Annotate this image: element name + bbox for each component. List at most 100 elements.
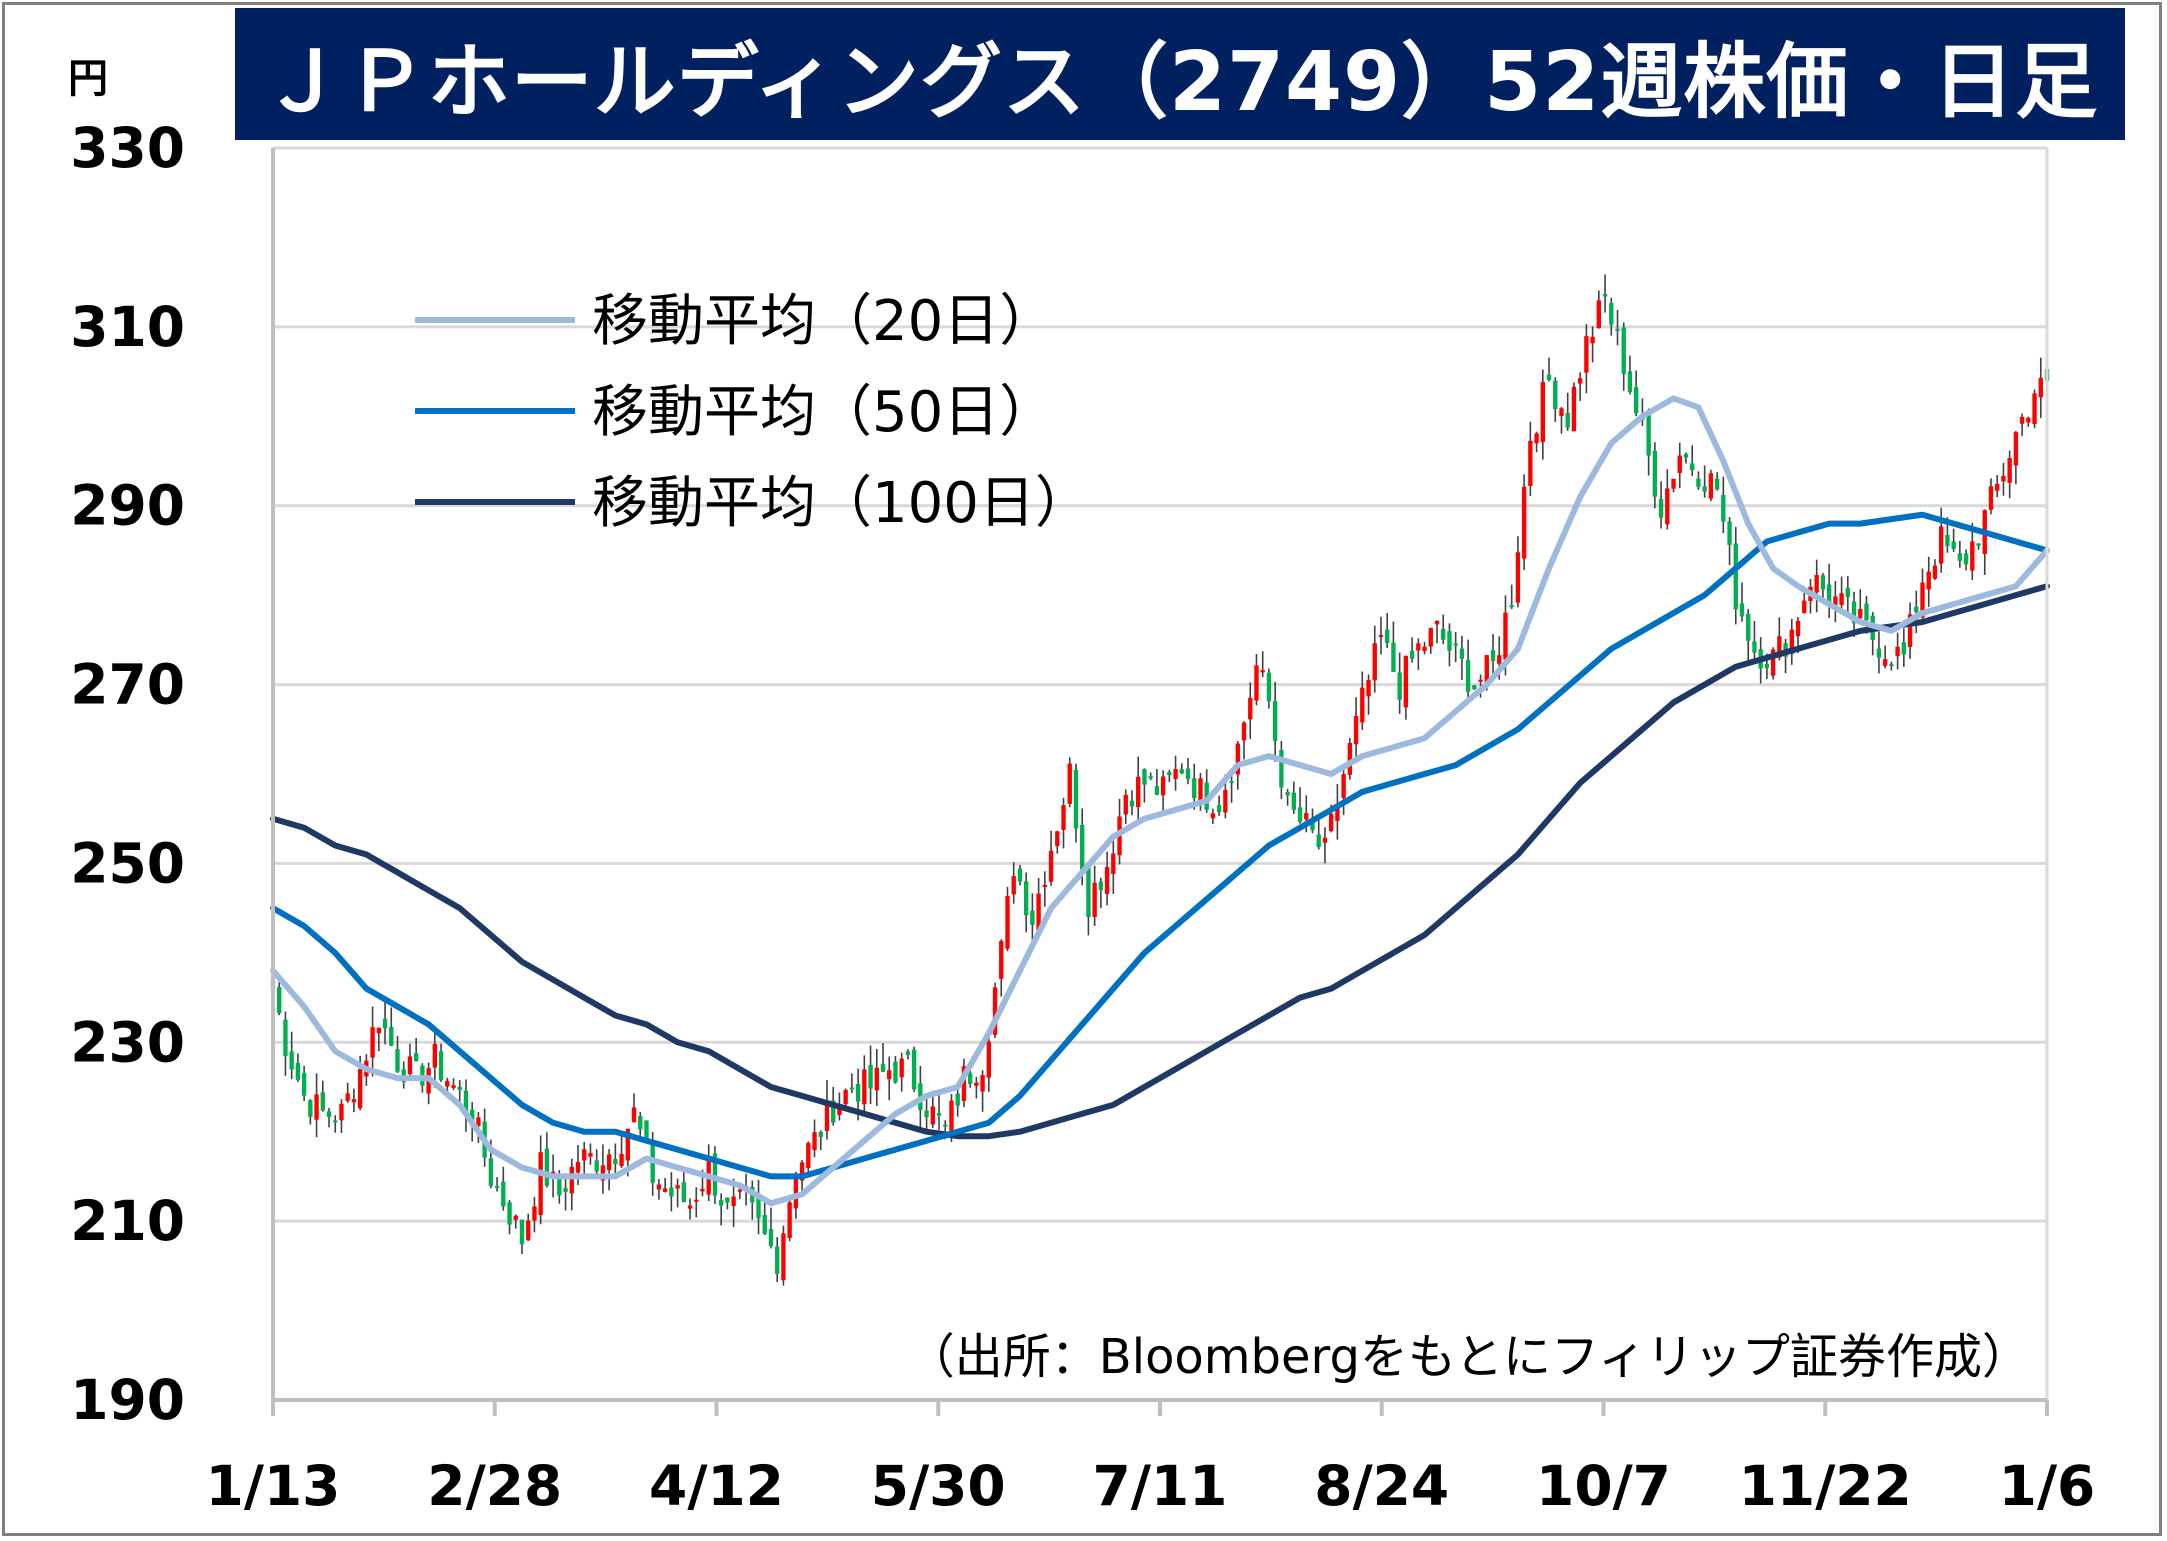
candle-down [967, 1072, 973, 1084]
candle-up [787, 1202, 792, 1239]
candle-up [1478, 679, 1483, 682]
y-tick-label: 330 [70, 116, 185, 180]
candle-up [1353, 716, 1359, 745]
candle-down [775, 1246, 780, 1274]
candle-up [2032, 393, 2037, 425]
candle-up [1503, 612, 1508, 660]
candle-up [376, 1027, 381, 1034]
candle-up [600, 1165, 606, 1181]
candle-down [1876, 648, 1882, 658]
candle-down [1017, 868, 1023, 882]
candle-down [1316, 834, 1321, 848]
candle-down [725, 1197, 730, 1203]
candle-down [1179, 769, 1184, 774]
candle-up [1322, 837, 1328, 843]
gridlines [273, 146, 2047, 1223]
candle-down [911, 1049, 917, 1090]
candle-down [1889, 664, 1894, 667]
candle-down [1297, 807, 1303, 822]
candle-down [1453, 643, 1458, 646]
candle-down [389, 1026, 394, 1046]
candle-up [1223, 789, 1228, 813]
candle-down [1565, 412, 1570, 428]
candle-up [1577, 378, 1583, 384]
candle-up [1136, 776, 1141, 808]
candle-up [1341, 774, 1346, 799]
candle-down [1229, 781, 1234, 784]
candle-down [1615, 328, 1620, 331]
legend-label: 移動平均（50日） [592, 380, 1055, 445]
candle-down [1901, 642, 1907, 655]
candle-down [1658, 499, 1664, 518]
candle-up [407, 1056, 413, 1075]
candle-down [1721, 494, 1726, 522]
candle-up [1584, 336, 1589, 373]
candle-down [1409, 650, 1415, 659]
candle-up [1372, 643, 1377, 681]
candle-down [1266, 672, 1272, 702]
candle-up [526, 1220, 531, 1241]
candle-up [314, 1094, 319, 1120]
candle-up [339, 1103, 344, 1121]
candle-up [1970, 541, 1975, 571]
candle-up [1260, 670, 1265, 673]
candle-down [301, 1073, 307, 1096]
x-tick-label: 1/6 [1999, 1454, 2096, 1518]
candle-down [1845, 587, 1850, 598]
candle-down [320, 1092, 325, 1111]
candle-up [1210, 813, 1216, 819]
candle-up [1092, 882, 1097, 917]
candle-up [625, 1128, 630, 1161]
candle-down [557, 1176, 562, 1196]
candle-up [1795, 620, 1801, 637]
candle-down [1490, 650, 1496, 662]
candle-down [519, 1219, 525, 1245]
candle-down [438, 1051, 444, 1081]
candle-down [650, 1144, 655, 1183]
candle-down [1154, 786, 1160, 795]
candle-down [893, 1061, 898, 1083]
candle-up [357, 1069, 363, 1109]
y-unit-label: 円 [68, 56, 108, 102]
candle-up [700, 1188, 705, 1192]
candle-down [1279, 749, 1284, 788]
candle-up [1067, 763, 1072, 804]
candle-down [1142, 769, 1147, 785]
candle-up [1484, 655, 1489, 687]
candle-up [992, 987, 998, 1035]
candle-up [370, 1027, 375, 1058]
candle-up [812, 1132, 817, 1151]
candle-down [768, 1228, 774, 1247]
candle-down [1509, 605, 1514, 608]
y-tick-label: 210 [70, 1189, 185, 1253]
candle-up [1055, 831, 1060, 847]
candle-down [1447, 631, 1452, 651]
candle-down [544, 1148, 550, 1186]
candle-down [1385, 629, 1390, 643]
candle-down [1764, 663, 1770, 669]
candle-down [1851, 601, 1857, 624]
candle-up [2038, 377, 2043, 398]
candle-up [631, 1107, 637, 1123]
candle-up [930, 1106, 935, 1125]
ma50-line [270, 511, 2050, 1180]
candle-up [606, 1154, 612, 1170]
candle-down [277, 987, 282, 1014]
candle-down [501, 1181, 506, 1207]
candle-up [1777, 636, 1782, 658]
candle-down [1646, 412, 1651, 456]
candle-up [1011, 876, 1016, 895]
candle-down [849, 1087, 855, 1090]
candle-down [681, 1182, 686, 1203]
candle-down [333, 1120, 338, 1123]
candle-down [289, 1051, 294, 1070]
candle-up [1559, 408, 1564, 417]
candle-up [874, 1067, 879, 1091]
candle-up [2007, 457, 2012, 483]
candle-up [2026, 417, 2031, 423]
candle-down [1216, 805, 1222, 813]
candle-down [855, 1083, 861, 1102]
candle-down [1167, 771, 1172, 776]
candle-up [737, 1189, 743, 1192]
candle-up [1920, 582, 1925, 618]
